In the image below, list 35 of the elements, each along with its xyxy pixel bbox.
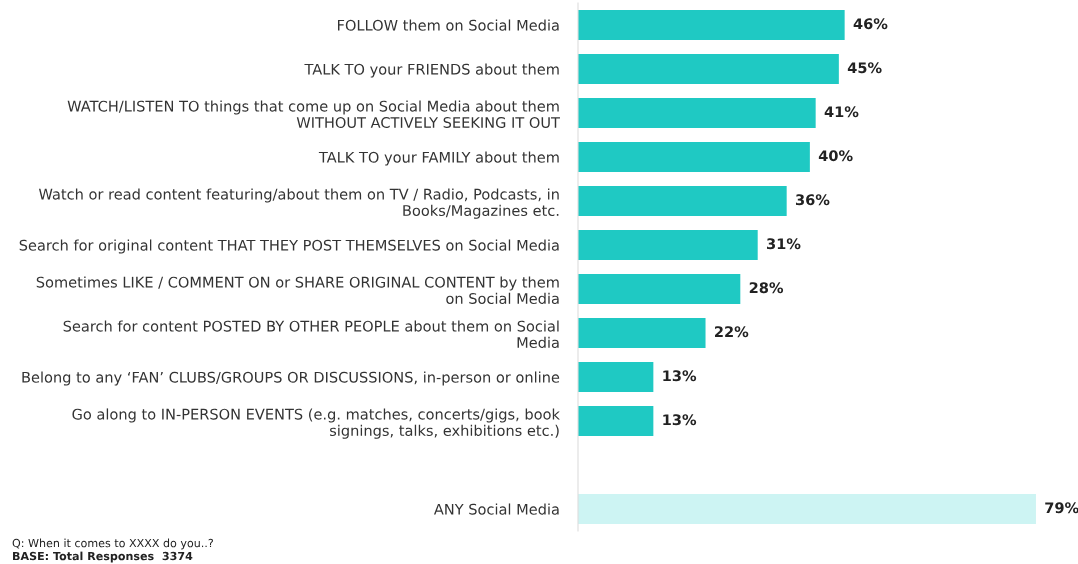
bar — [578, 274, 741, 304]
y-tick-label: TALK TO your FAMILY about them — [318, 151, 559, 166]
bar — [578, 362, 654, 392]
data-label: 41% — [824, 106, 859, 118]
y-tick-label: ANY Social Media — [433, 503, 559, 515]
bar — [578, 10, 845, 40]
bar — [578, 98, 816, 128]
text: BASE: Total Responses 3374 — [13, 551, 193, 563]
y-tick-label: TALK TO your FRIENDS about them — [304, 63, 559, 78]
bar — [578, 230, 758, 260]
data-label: 13% — [663, 370, 697, 382]
data-label: 40% — [818, 150, 853, 162]
y-tick-label: Go along to IN-PERSON EVENTS (e.g. matches, concerts/gigs, book signings, talks, exhibitions etc.) — [72, 408, 560, 439]
data-label: 13% — [663, 414, 697, 426]
data-label: 31% — [767, 238, 801, 250]
data-label: 36% — [795, 194, 830, 206]
y-tick-label: Sometimes LIKE / COMMENT ON or SHARE ORIGINAL CONTENT by them on Social Media — [36, 276, 559, 305]
bar — [578, 54, 839, 84]
bar — [578, 186, 787, 216]
data-label: 22% — [715, 326, 749, 338]
text: Q: When it comes to XXXX do you..? — [12, 538, 213, 550]
bar — [578, 406, 654, 436]
y-tick-label: FOLLOW them on Social Media — [338, 19, 559, 31]
data-label: 28% — [749, 282, 784, 294]
y-tick-label: WATCH/LISTEN TO things that come up on Social Media about them WITHOUT ACTIVELY SEEKING IT OUT — [67, 100, 560, 129]
bar — [578, 142, 810, 172]
data-label: 79% — [1045, 502, 1078, 514]
y-tick-label: Belong to any ‘FAN’ CLUBS/GROUPS OR DISCUSSIONS, in-person or online — [22, 371, 560, 386]
y-tick-label: Search for original content THAT THEY POST THEMSELVES on Social Media — [19, 239, 559, 254]
bar — [578, 494, 1036, 524]
data-label: 46% — [853, 18, 888, 30]
y-tick-label: Watch or read content featuring/about them on TV / Radio, Podcasts, in Books/Magazines etc. — [38, 188, 559, 219]
data-label: 45% — [847, 62, 882, 74]
y-tick-label: Search for content POSTED BY OTHER PEOPLE about them on Social Media — [63, 320, 559, 349]
bar — [578, 318, 706, 348]
